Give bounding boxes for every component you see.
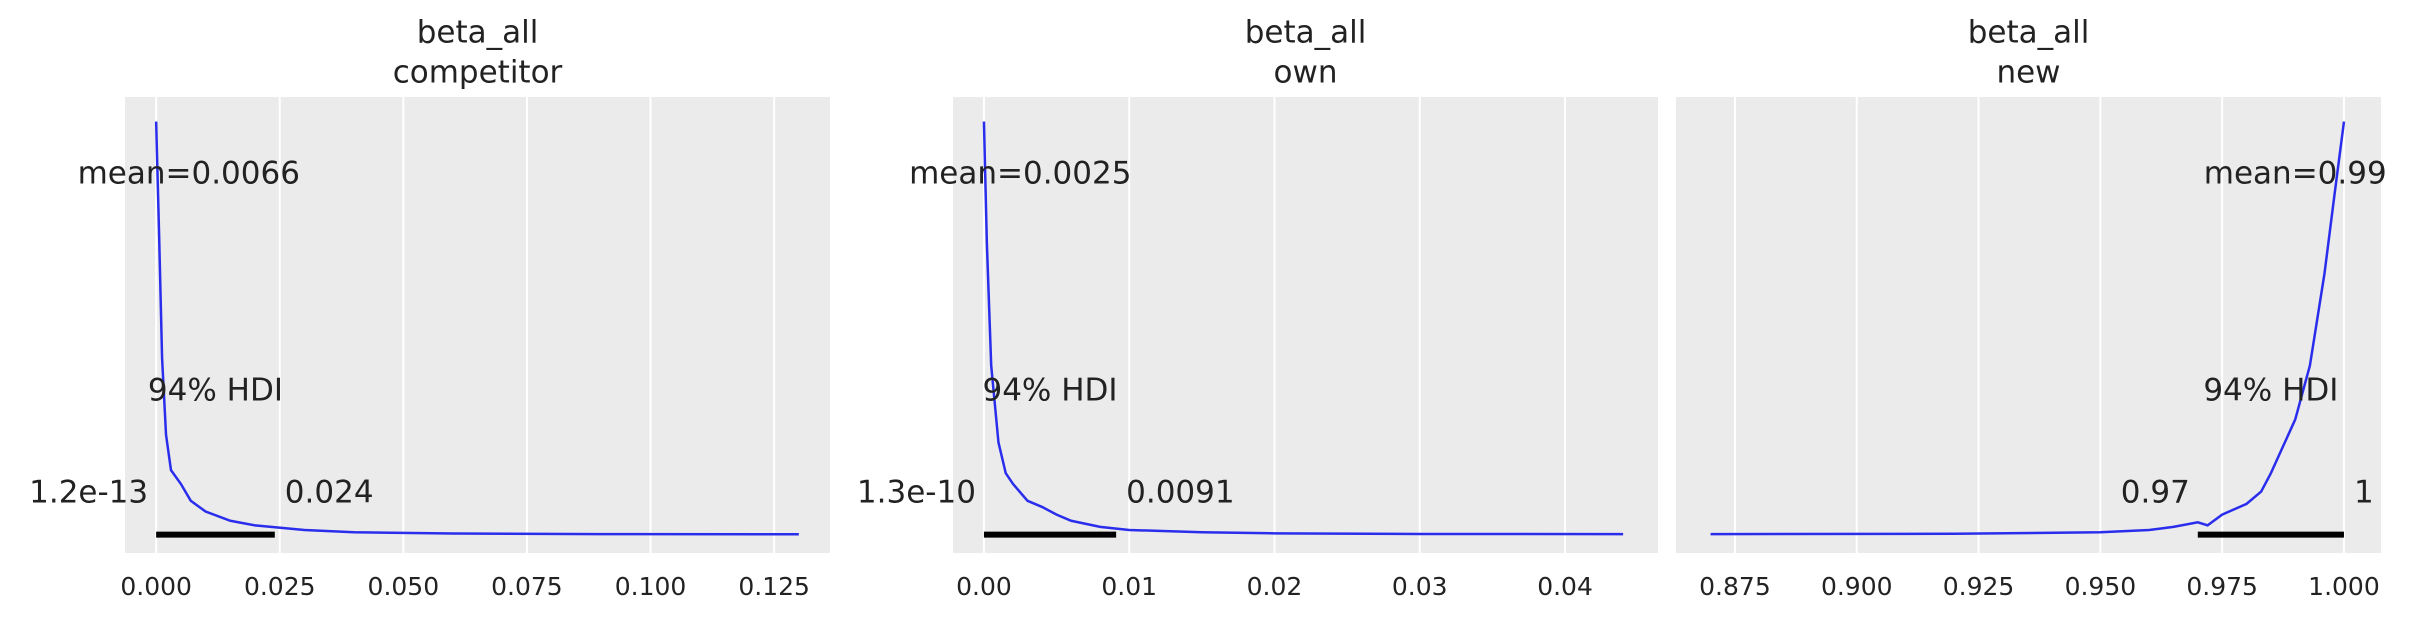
mean-label: mean=0.99: [2204, 156, 2387, 192]
x-tick-label: 0.04: [1537, 572, 1593, 601]
plot-area: [953, 97, 1658, 553]
chart-subtitle: own: [1274, 55, 1338, 91]
chart-title: beta_all: [1245, 15, 1367, 51]
mean-label: mean=0.0025: [909, 156, 1131, 192]
x-tick-label: 0.075: [491, 572, 563, 601]
hdi-upper-label: 0.0091: [1126, 475, 1234, 511]
hdi-lower-label: 1.2e-13: [29, 475, 148, 511]
x-tick-label: 0.050: [368, 572, 440, 601]
x-tick-label: 0.100: [615, 572, 687, 601]
x-tick-label: 0.000: [120, 572, 192, 601]
plot-area: [1676, 97, 2381, 553]
plot-area: [125, 97, 830, 553]
x-tick-label: 0.02: [1247, 572, 1303, 601]
hdi-label: 94% HDI: [148, 373, 283, 409]
hdi-lower-label: 0.97: [2121, 475, 2190, 511]
x-tick-label: 0.875: [1699, 572, 1771, 601]
x-tick-label: 0.900: [1821, 572, 1893, 601]
x-tick-label: 0.975: [2186, 572, 2258, 601]
chart-subtitle: new: [1996, 55, 2060, 91]
x-tick-label: 0.00: [956, 572, 1012, 601]
chart-title: beta_all: [1968, 15, 2090, 51]
x-tick-label: 0.025: [244, 572, 316, 601]
x-tick-label: 0.125: [738, 572, 810, 601]
hdi-lower-label: 1.3e-10: [857, 475, 976, 511]
x-tick-label: 0.925: [1943, 572, 2015, 601]
mean-label: mean=0.0066: [78, 156, 300, 192]
chart-title: beta_all: [417, 15, 539, 51]
chart-subtitle: competitor: [393, 55, 563, 91]
hdi-label: 94% HDI: [982, 373, 1117, 409]
density-curve: [154, 121, 799, 536]
density-curve: [982, 121, 1624, 536]
x-tick-label: 0.03: [1392, 572, 1448, 601]
hdi-upper-label: 1: [2354, 475, 2374, 511]
density-curve: [1710, 121, 2346, 536]
hdi-upper-label: 0.024: [285, 475, 374, 511]
x-tick-label: 0.950: [2065, 572, 2137, 601]
x-tick-label: 1.000: [2308, 572, 2380, 601]
x-tick-label: 0.01: [1101, 572, 1157, 601]
hdi-label: 94% HDI: [2203, 373, 2338, 409]
